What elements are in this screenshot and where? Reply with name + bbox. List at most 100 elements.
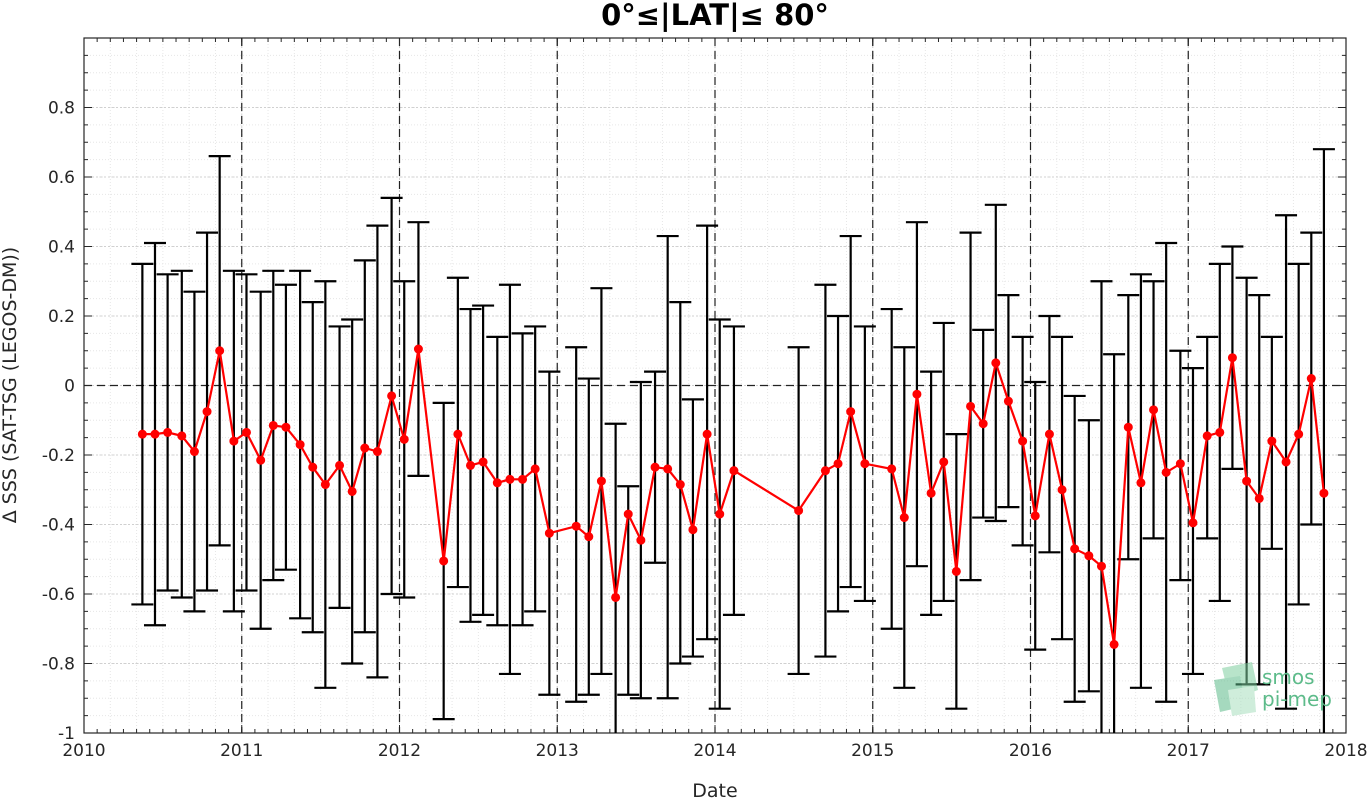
y-tick-label: -0.2 (42, 446, 75, 466)
data-point (951, 566, 961, 576)
y-tick-label: 0 (64, 377, 75, 397)
data-point (177, 431, 187, 441)
data-point (1319, 488, 1329, 498)
y-tick-label: 0.6 (48, 168, 75, 188)
data-point (347, 486, 357, 496)
data-point (571, 521, 581, 531)
data-point (150, 429, 160, 439)
data-point (360, 443, 370, 453)
x-tick-label: 2011 (220, 741, 263, 761)
data-point (137, 429, 147, 439)
data-point (1057, 485, 1067, 495)
data-point (1215, 427, 1225, 437)
data-point (1149, 405, 1159, 415)
data-point (1096, 561, 1106, 571)
data-point (335, 460, 345, 470)
data-point (1136, 478, 1146, 488)
data-point (1070, 544, 1080, 554)
data-point (966, 401, 976, 411)
data-point (887, 464, 897, 474)
data-point (308, 462, 318, 472)
data-point (584, 532, 594, 542)
data-point (202, 407, 212, 417)
data-point (241, 427, 251, 437)
data-point (978, 419, 988, 429)
data-point (320, 480, 330, 490)
logo-text-smos: smos (1262, 665, 1315, 689)
data-point (1227, 353, 1237, 363)
data-point (1044, 429, 1054, 439)
y-tick-label: 0.2 (48, 307, 75, 327)
data-point (702, 429, 712, 439)
data-point (1175, 459, 1185, 469)
data-point (215, 346, 225, 356)
data-point (1242, 476, 1252, 486)
data-point (912, 389, 922, 399)
x-axis-label: Date (692, 780, 737, 799)
data-point (820, 466, 830, 476)
data-point (1003, 396, 1013, 406)
data-point (399, 434, 409, 444)
y-tick-label: -0.8 (42, 655, 75, 675)
x-tick-label: 2017 (1167, 741, 1210, 761)
data-point (991, 358, 1001, 368)
data-point (413, 344, 423, 354)
data-point (1281, 457, 1291, 467)
y-axis-label: Δ SSS (SAT-TSG (LEGOS-DM)) (0, 247, 21, 523)
data-point (926, 488, 936, 498)
data-point (1161, 467, 1171, 477)
x-tick-label: 2016 (1009, 741, 1052, 761)
data-point (372, 447, 382, 457)
data-point (663, 464, 673, 474)
data-point (256, 455, 266, 465)
data-point (492, 478, 502, 488)
y-tick-label: -0.6 (42, 585, 75, 605)
errorbar-layer (131, 148, 1335, 733)
data-point (1294, 429, 1304, 439)
data-point (1109, 639, 1119, 649)
y-tick-label: -1 (58, 724, 75, 744)
y-tick-label: -0.4 (42, 516, 75, 536)
data-point (518, 474, 528, 484)
data-point (939, 457, 949, 467)
data-point (729, 466, 739, 476)
data-point (465, 460, 475, 470)
x-tick-label: 2018 (1324, 741, 1367, 761)
y-tick-label: 0.8 (48, 99, 75, 119)
data-point (268, 420, 278, 430)
data-point (295, 440, 305, 450)
data-point (1254, 493, 1264, 503)
smos-pi-mep-logo: smos pi-mep (1214, 662, 1332, 716)
data-point (623, 509, 633, 519)
data-point (439, 556, 449, 566)
x-tick-label: 2013 (536, 741, 579, 761)
axes-layer (83, 37, 1347, 734)
data-point (675, 480, 685, 490)
x-tick-label: 2014 (693, 741, 736, 761)
data-point (387, 391, 397, 401)
data-point (1123, 422, 1133, 432)
data-point (163, 427, 173, 437)
data-point (453, 429, 463, 439)
data-point (636, 535, 646, 545)
data-point (544, 528, 554, 538)
data-point (1267, 436, 1277, 446)
data-point (596, 476, 606, 486)
data-point (229, 436, 239, 446)
logo-mark-icon (1214, 662, 1258, 716)
data-point (899, 513, 909, 523)
series-layer (137, 344, 1329, 649)
chart-title: 0°≤|LAT|≤ 80° (601, 0, 829, 32)
data-point (189, 447, 199, 457)
data-point (650, 462, 660, 472)
data-point (1306, 374, 1316, 384)
x-tick-label: 2012 (378, 741, 421, 761)
data-point (846, 407, 856, 417)
data-point (833, 459, 843, 469)
data-point (860, 459, 870, 469)
data-point (1030, 511, 1040, 521)
data-point (794, 506, 804, 516)
x-tick-label: 2015 (851, 741, 894, 761)
